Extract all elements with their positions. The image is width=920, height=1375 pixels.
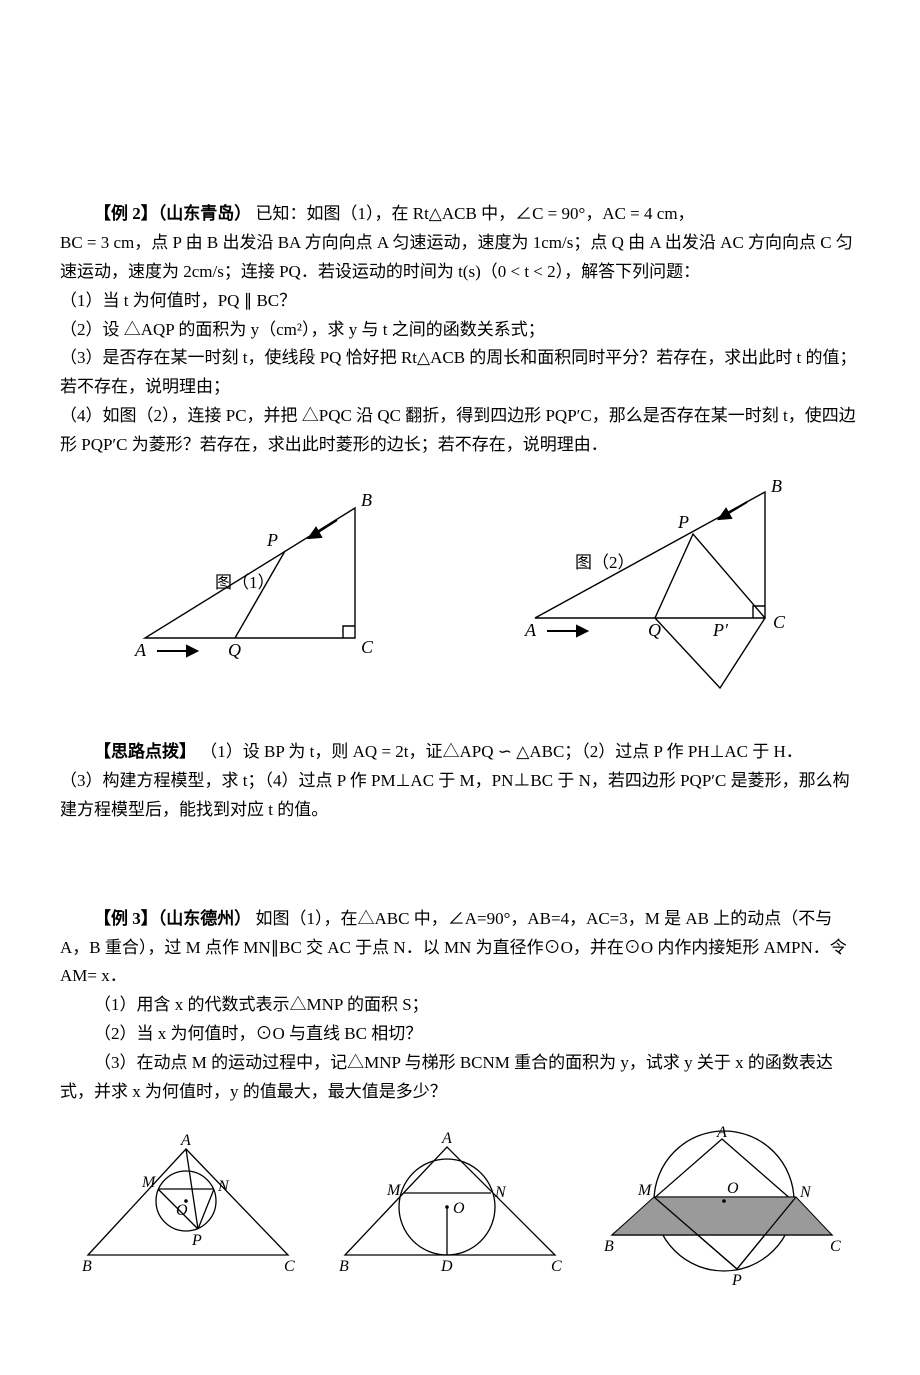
ex2-fig1-C: C [361, 637, 374, 657]
ex3a-A: A [180, 1132, 191, 1149]
ex2-fig1-Q: Q [228, 640, 241, 660]
ex2-fig1-label: 图（1） [215, 573, 275, 592]
ex2-fig1-B: B [361, 490, 372, 510]
ex2-q2: （2）设 △AQP 的面积为 y（cm²），求 y 与 t 之间的函数关系式； [60, 316, 860, 345]
ex3-fig-c: A B C M N O P [592, 1125, 852, 1285]
ex2-title: 【例 2】（山东青岛） [94, 204, 251, 223]
ex3a-O: O [176, 1202, 188, 1219]
ex3c-B: B [604, 1238, 614, 1255]
ex3-q2: （2）当 x 为何值时，⊙O 与直线 BC 相切？ [60, 1020, 860, 1049]
ex2-figures: A B C P Q 图（1） A B C P P′ [60, 478, 860, 708]
ex2-fig2-B: B [771, 478, 782, 496]
ex2-fig2-P: P [677, 512, 689, 532]
ex2-fig2-A: A [524, 620, 537, 640]
ex3a-N: N [217, 1178, 230, 1195]
ex3-fig-b: A B C M N O D [325, 1125, 575, 1275]
ex2-fig1-P: P [266, 530, 278, 550]
ex2-fig2-Q: Q [648, 620, 661, 640]
ex2-hint: 【思路点拨】 （1）设 BP 为 t，则 AQ = 2t，证△APQ ∽ △AB… [60, 738, 860, 825]
ex3b-N: N [494, 1184, 507, 1201]
ex2-hint-2: （3）构建方程模型，求 t；（4）过点 P 作 PM⊥AC 于 M，PN⊥BC … [60, 767, 860, 825]
ex3-title: 【例 3】（山东德州） [94, 909, 251, 928]
ex2-stem-2: BC = 3 cm，点 P 由 B 出发沿 BA 方向向点 A 匀速运动，速度为… [60, 229, 860, 287]
ex3c-C: C [830, 1238, 841, 1255]
ex3c-A: A [716, 1125, 727, 1141]
ex3-q1: （1）用含 x 的代数式表示△MNP 的面积 S； [60, 991, 860, 1020]
ex2-fig2-label: 图（2） [575, 553, 635, 572]
ex2-fig2-Pp: P′ [712, 620, 729, 640]
ex2-hint-title: 【思路点拨】 [94, 742, 196, 761]
ex3-fig-a: A B C M N O P [68, 1125, 308, 1275]
ex2-q4: （4）如图（2），连接 PC，并把 △PQC 沿 QC 翻折，得到四边形 PQP… [60, 402, 860, 460]
ex3c-M: M [637, 1182, 653, 1199]
ex2-hint-1: （1）设 BP 为 t，则 AQ = 2t，证△APQ ∽ △ABC；（2）过点… [200, 742, 803, 761]
ex2-fig2: A B C P P′ Q 图（2） [495, 478, 815, 708]
ex3b-A: A [441, 1130, 452, 1147]
ex2-stem-line1: 【例 2】（山东青岛） 已知：如图（1），在 Rt△ACB 中，∠C = 90°… [60, 200, 860, 229]
ex2-q1: （1）当 t 为何值时，PQ ∥ BC？ [60, 287, 860, 316]
ex2-q3: （3）是否存在某一时刻 t，使线段 PQ 恰好把 Rt△ACB 的周长和面积同时… [60, 344, 860, 402]
ex3-stem-line1: 【例 3】（山东德州） 如图（1），在△ABC 中，∠A=90°，AB=4，AC… [60, 905, 860, 992]
ex3-figures: A B C M N O P A B C M N O D [60, 1125, 860, 1285]
ex3c-P: P [731, 1272, 742, 1285]
ex2-fig2-C: C [773, 612, 786, 632]
ex3b-B: B [339, 1258, 349, 1275]
ex3b-D: D [440, 1258, 453, 1275]
ex2-fig1: A B C P Q 图（1） [105, 478, 405, 668]
ex3-q3: （3）在动点 M 的运动过程中，记△MNP 与梯形 BCNM 重合的面积为 y，… [60, 1049, 860, 1107]
ex2-stem-1: 已知：如图（1），在 Rt△ACB 中，∠C = 90°，AC = 4 cm， [256, 204, 695, 223]
ex2-fig1-A: A [134, 640, 147, 660]
ex3b-C: C [551, 1258, 562, 1275]
ex3c-O: O [727, 1180, 739, 1197]
ex3b-M: M [386, 1182, 402, 1199]
ex3a-C: C [284, 1258, 295, 1275]
ex3b-O: O [453, 1200, 465, 1217]
ex3a-P: P [191, 1232, 202, 1249]
ex3c-N: N [799, 1184, 812, 1201]
ex3a-B: B [82, 1258, 92, 1275]
ex3a-M: M [141, 1174, 157, 1191]
